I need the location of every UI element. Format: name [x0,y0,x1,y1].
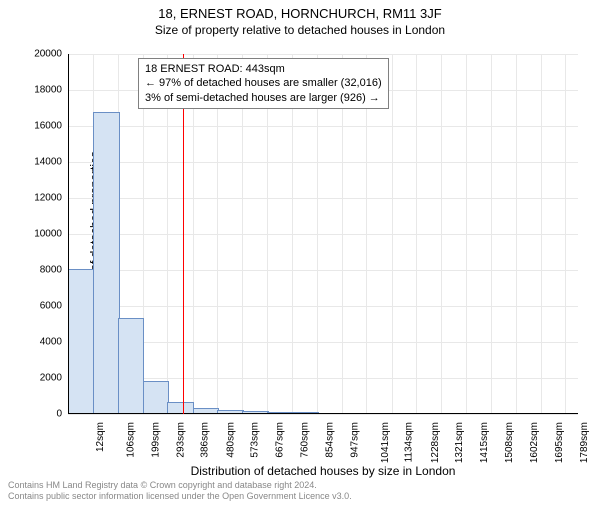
gridline-horizontal [68,414,578,415]
gridline-horizontal [68,270,578,271]
gridline-vertical [541,54,542,414]
x-tick-label: 1508sqm [504,422,515,463]
gridline-vertical [466,54,467,414]
y-tick-label: 0 [22,409,62,420]
y-tick-label: 8000 [22,265,62,276]
gridline-horizontal [68,198,578,199]
y-tick-label: 16000 [22,121,62,132]
x-tick-label: 1228sqm [430,422,441,463]
chart-area: Number of detached properties 0200040006… [68,54,578,414]
x-tick-label: 386sqm [200,422,211,458]
footer-line2: Contains public sector information licen… [8,491,352,502]
chart-container: 18, ERNEST ROAD, HORNCHURCH, RM11 3JF Si… [0,6,600,506]
x-tick-label: 573sqm [250,422,261,458]
x-tick-label: 854sqm [325,422,336,458]
gridline-vertical [441,54,442,414]
gridline-horizontal [68,306,578,307]
x-tick-label: 667sqm [275,422,286,458]
x-axis-line [68,413,578,414]
x-tick-label: 1415sqm [479,422,490,463]
x-tick-label: 293sqm [175,422,186,458]
gridline-vertical [392,54,393,414]
x-tick-label: 106sqm [126,422,137,458]
gridline-vertical [491,54,492,414]
y-tick-label: 12000 [22,193,62,204]
gridline-horizontal [68,234,578,235]
x-tick-label: 1321sqm [454,422,465,463]
gridline-vertical [416,54,417,414]
gridline-horizontal [68,126,578,127]
footer-line1: Contains HM Land Registry data © Crown c… [8,480,352,491]
gridline-horizontal [68,342,578,343]
y-tick-label: 20000 [22,49,62,60]
annotation-line2: ← 97% of detached houses are smaller (32… [145,76,382,90]
x-tick-label: 480sqm [225,422,236,458]
x-tick-label: 199sqm [150,422,161,458]
y-tick-label: 2000 [22,373,62,384]
gridline-horizontal [68,378,578,379]
histogram-bar [68,269,95,414]
chart-title: 18, ERNEST ROAD, HORNCHURCH, RM11 3JF [0,6,600,21]
histogram-bar [143,381,170,414]
y-tick-label: 18000 [22,85,62,96]
x-tick-label: 1695sqm [554,422,565,463]
x-tick-label: 1602sqm [529,422,540,463]
annotation-box: 18 ERNEST ROAD: 443sqm ← 97% of detached… [138,58,389,109]
x-tick-label: 12sqm [95,422,106,452]
x-tick-label: 1041sqm [380,422,391,463]
footer-attribution: Contains HM Land Registry data © Crown c… [8,480,352,502]
x-tick-label: 760sqm [300,422,311,458]
gridline-horizontal [68,162,578,163]
annotation-line3: 3% of semi-detached houses are larger (9… [145,91,382,105]
x-tick-label: 1789sqm [579,422,590,463]
histogram-bar [93,112,120,414]
annotation-line1: 18 ERNEST ROAD: 443sqm [145,62,382,76]
gridline-vertical [516,54,517,414]
y-axis-line [68,54,69,414]
histogram-bar [118,318,145,414]
x-tick-label: 1134sqm [404,422,415,462]
chart-subtitle: Size of property relative to detached ho… [0,23,600,37]
gridline-vertical [565,54,566,414]
gridline-horizontal [68,54,578,55]
y-tick-label: 4000 [22,337,62,348]
y-tick-label: 6000 [22,301,62,312]
y-tick-label: 10000 [22,229,62,240]
y-tick-label: 14000 [22,157,62,168]
x-tick-label: 947sqm [349,422,360,458]
x-axis-label: Distribution of detached houses by size … [68,464,578,478]
